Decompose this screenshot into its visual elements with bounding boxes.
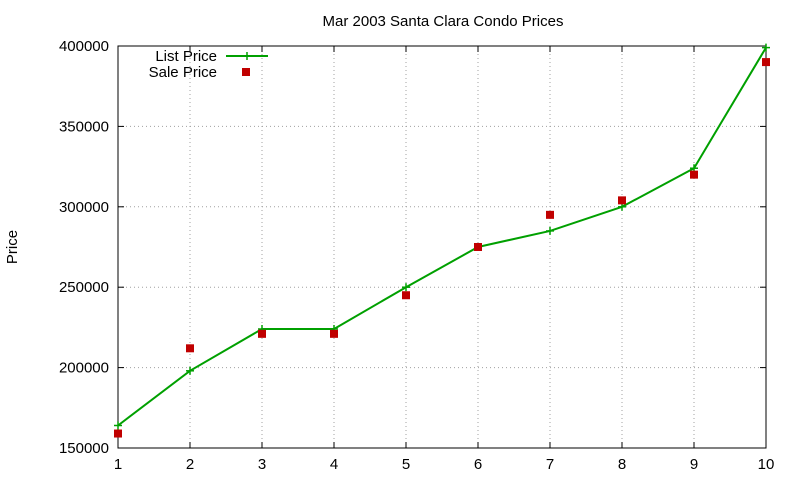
- legend-label-sale-price: Sale Price: [149, 64, 217, 81]
- y-tick-label: 150000: [59, 440, 109, 457]
- x-tick-label: 3: [258, 456, 266, 473]
- y-tick-label: 300000: [59, 199, 109, 216]
- x-tick-label: 5: [402, 456, 410, 473]
- x-tick-label: 8: [618, 456, 626, 473]
- legend-marker-list-price: [243, 52, 251, 60]
- y-tick-label: 200000: [59, 360, 109, 377]
- x-tick-label: 9: [690, 456, 698, 473]
- x-tick-label: 6: [474, 456, 482, 473]
- grid-layer: [118, 46, 766, 448]
- x-tick-label: 4: [330, 456, 338, 473]
- sale-price-point: [330, 329, 338, 338]
- sale-price-point: [762, 58, 770, 67]
- x-tick-label: 10: [758, 456, 775, 473]
- list-price-point: [762, 43, 770, 52]
- legend: List Price Sale Price: [149, 48, 268, 81]
- list-price-point: [402, 283, 410, 292]
- list-price-point: [546, 226, 554, 235]
- series-layer: [114, 43, 770, 438]
- series-line-list-price: [117, 47, 767, 427]
- legend-marker-sale-price: [242, 68, 250, 76]
- y-axis-label: Price: [4, 230, 21, 264]
- x-tick-label: 2: [186, 456, 194, 473]
- sale-price-point: [402, 291, 410, 300]
- sale-price-point: [474, 243, 482, 251]
- x-tick-label: 1: [114, 456, 122, 473]
- y-tick-label: 400000: [59, 38, 109, 55]
- sale-price-point: [618, 196, 626, 205]
- y-tick-label: 350000: [59, 118, 109, 135]
- list-price-point: [114, 421, 122, 430]
- sale-price-point: [546, 210, 554, 219]
- list-price-point: [186, 366, 194, 375]
- chart-title: Mar 2003 Santa Clara Condo Prices: [323, 13, 564, 30]
- sale-price-point: [690, 170, 698, 179]
- tick-layer: 1 2 3 4 5 6 7 8 9 10 150000 200000 250000 300000 35000…: [59, 38, 774, 473]
- y-tick-label: 250000: [59, 279, 109, 296]
- sale-price-point: [258, 329, 266, 338]
- legend-plus-marker: [243, 52, 251, 60]
- legend-label-list-price: List Price: [155, 48, 217, 65]
- sale-price-point: [186, 344, 194, 353]
- sale-price-point: [114, 429, 122, 438]
- plot-frame: [117, 45, 767, 449]
- x-tick-label: 7: [546, 456, 554, 473]
